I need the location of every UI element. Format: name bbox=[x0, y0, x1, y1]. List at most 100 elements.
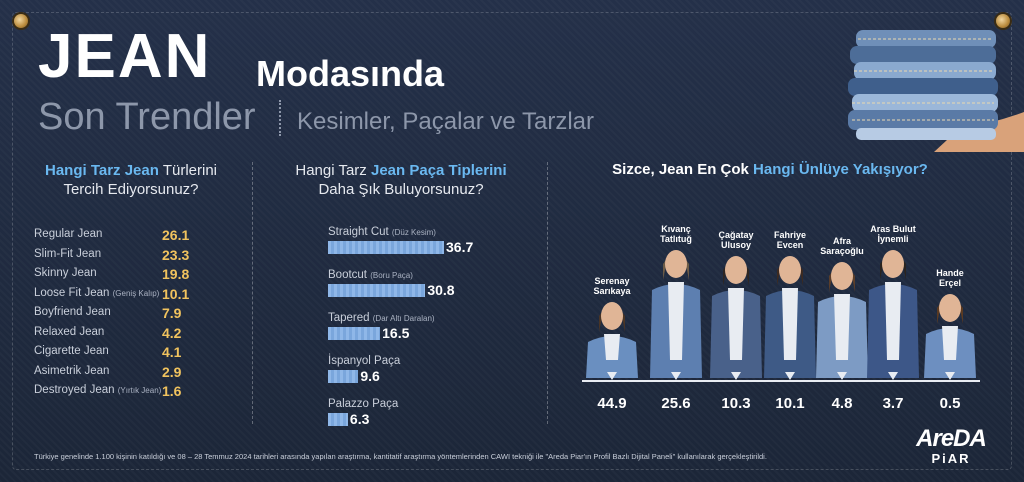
celebrity-name-line: Saraçoğlu bbox=[820, 246, 864, 256]
hem-row: Palazzo Paça 6.3 bbox=[328, 398, 528, 430]
celebrity-name-line: Sarıkaya bbox=[593, 286, 631, 296]
celebrity-baseline bbox=[582, 380, 980, 382]
panel2-question-pre: Hangi Tarz bbox=[295, 162, 367, 179]
bar-value: 36.7 bbox=[446, 239, 474, 255]
celebrity-name-line: Kıvanç bbox=[661, 224, 691, 234]
row-value: 10.1 bbox=[162, 285, 190, 302]
bar-value: 30.8 bbox=[427, 282, 455, 298]
row-value: 19.8 bbox=[162, 266, 190, 282]
hem-row: Tapered (Dar Altı Daralan) 16.5 bbox=[328, 312, 528, 344]
subtitle-right: Kesimler, Paçalar ve Tarzlar bbox=[297, 108, 594, 135]
bar-label-note: (Dar Altı Daralan) bbox=[372, 314, 435, 323]
bar bbox=[328, 241, 444, 254]
bar-label-note: (Düz Kesim) bbox=[391, 228, 436, 237]
areda-piar-logo: AreDA PiAR bbox=[906, 426, 996, 466]
row-label: Boyfriend Jean bbox=[34, 306, 111, 318]
celebrity-name-line: İynemli bbox=[877, 234, 909, 244]
celebrity-tick-marker bbox=[671, 372, 681, 380]
celebrity-name: Aras Bulut İynemli bbox=[853, 224, 933, 244]
table-row: Relaxed Jean 4.2 bbox=[34, 324, 224, 342]
table-row: Skinny Jean 19.8 bbox=[34, 266, 224, 283]
row-value: 2.9 bbox=[162, 363, 182, 380]
table-row: Slim-Fit Jean 23.3 bbox=[34, 247, 224, 264]
celebrity-name-line: Aras Bulut bbox=[870, 224, 916, 234]
bar-label: Tapered (Dar Altı Daralan) bbox=[328, 312, 435, 324]
celebrity-value: 10.3 bbox=[721, 395, 751, 412]
celebrity-value: 25.6 bbox=[661, 395, 691, 412]
celebrity-name-line: Çağatay bbox=[718, 230, 754, 240]
title-main: JEAN bbox=[38, 22, 212, 91]
celebrity-name: Hande Erçel bbox=[910, 268, 990, 288]
celebrity-value: 0.5 bbox=[939, 395, 961, 412]
celebrity-name-line: Hande bbox=[936, 268, 964, 278]
stitch-border bbox=[12, 12, 1012, 470]
bar bbox=[328, 327, 381, 340]
celebrity-name: Afra Saraçoğlu bbox=[802, 236, 882, 256]
table-row: Cigarette Jean 4.1 bbox=[34, 344, 224, 361]
row-value: 26.1 bbox=[162, 227, 190, 243]
panel2-question: Hangi Tarz Jean Paça Tiplerini Daha Şık … bbox=[276, 161, 526, 199]
bar-label: İspanyol Paça bbox=[328, 355, 401, 367]
row-label: Skinny Jean bbox=[34, 267, 97, 279]
celebrity-name-line: Tatlıtuğ bbox=[660, 234, 692, 244]
rivet-icon bbox=[996, 14, 1010, 28]
celebrity-name-line: Evcen bbox=[776, 240, 804, 250]
celebrity-name: Kıvanç Tatlıtuğ bbox=[636, 224, 716, 244]
celebrity-tick-marker bbox=[945, 372, 955, 380]
row-label: Destroyed Jean (Yırtık Jean) bbox=[34, 384, 162, 396]
row-label-note: (Geniş Kalıp) bbox=[112, 288, 160, 298]
celebrity-value: 3.7 bbox=[882, 395, 904, 412]
celebrity-name-line: Ulusoy bbox=[720, 240, 751, 250]
row-value: 4.2 bbox=[162, 324, 182, 341]
column-divider bbox=[547, 162, 548, 424]
celebrity-name-line: Fahriye bbox=[773, 230, 806, 240]
bar bbox=[328, 413, 348, 426]
bar-label: Straight Cut (Düz Kesim) bbox=[328, 226, 436, 238]
panel3-question: Sizce, Jean En Çok Hangi Ünlüye Yakışıyo… bbox=[560, 161, 980, 178]
row-label-note: (Yırtık Jean) bbox=[117, 386, 162, 395]
title-divider bbox=[279, 100, 281, 136]
celebrity-name-line: Serenay bbox=[594, 276, 630, 286]
bar-value: 16.5 bbox=[382, 325, 410, 341]
panel1-question-highlight: Hangi Tarz Jean bbox=[44, 162, 159, 179]
celebrity-tick-marker bbox=[837, 372, 847, 380]
row-value: 4.1 bbox=[162, 344, 182, 360]
row-value: 7.9 bbox=[162, 305, 182, 321]
bar-label: Palazzo Paça bbox=[328, 398, 399, 410]
bar-value: 6.3 bbox=[349, 411, 370, 427]
panel2-question-line2: Daha Şık Buluyorsunuz? bbox=[318, 181, 484, 198]
row-label: Slim-Fit Jean bbox=[34, 247, 102, 260]
row-value: 1.6 bbox=[162, 383, 182, 399]
bar-label: Bootcut (Boru Paça) bbox=[328, 269, 413, 281]
panel3-question-pre: Sizce, Jean En Çok bbox=[612, 161, 749, 178]
celebrity-value: 44.9 bbox=[597, 395, 627, 412]
logo-bottom-text: PiAR bbox=[931, 451, 971, 466]
panel2-question-highlight: Jean Paça Tiplerini bbox=[370, 162, 507, 179]
celebrity-name: Fahriye Evcen bbox=[750, 230, 830, 250]
hem-row: İspanyol Paça 9.6 bbox=[328, 355, 528, 387]
celebrity-name: Çağatay Ulusoy bbox=[696, 230, 776, 250]
row-label: Asimetrik Jean bbox=[34, 364, 110, 377]
subtitle-left: Son Trendler bbox=[38, 96, 256, 138]
celebrity-tick-marker bbox=[888, 372, 898, 380]
celebrity-name: Serenay Sarıkaya bbox=[572, 276, 652, 296]
footer-note: Türkiye genelinde 1.100 kişinin katıldığ… bbox=[34, 452, 767, 461]
panel3-question-highlight: Hangi Ünlüye Yakışıyor? bbox=[753, 161, 928, 178]
celebrity-tick-marker bbox=[731, 372, 741, 380]
rivet-icon bbox=[14, 14, 28, 28]
hem-row: Straight Cut (Düz Kesim) 36.7 bbox=[328, 226, 528, 258]
panel1-question: Hangi Tarz Jean Türlerini Tercih Ediyors… bbox=[26, 161, 236, 199]
celebrity-name-line: Afra bbox=[832, 236, 851, 246]
jeans-stack-illustration bbox=[848, 30, 1024, 152]
table-row: Asimetrik Jean 2.9 bbox=[34, 363, 224, 381]
bar-value: 9.6 bbox=[360, 368, 380, 384]
celebrity-tick-marker bbox=[607, 372, 617, 380]
row-label: Relaxed Jean bbox=[34, 325, 105, 338]
panel1-question-rest: Türlerini bbox=[162, 162, 217, 179]
table-row: Boyfriend Jean 7.9 bbox=[34, 305, 224, 322]
bar-label-note: (Boru Paça) bbox=[370, 271, 413, 280]
celebrity-name-line: Erçel bbox=[938, 278, 962, 288]
row-label: Cigarette Jean bbox=[34, 345, 109, 357]
table-row: Regular Jean 26.1 bbox=[34, 227, 224, 244]
bar bbox=[328, 370, 359, 383]
